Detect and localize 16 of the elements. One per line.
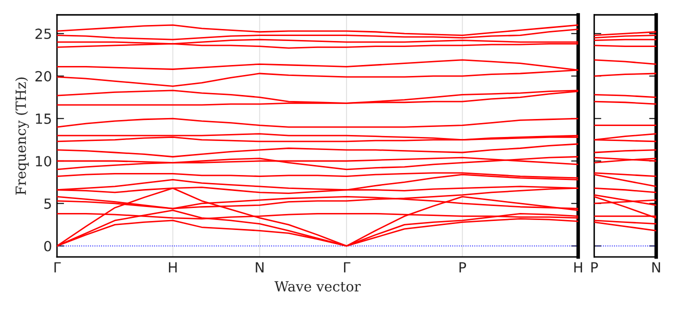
y-tick-label: 5: [44, 198, 51, 209]
y-tick-label: 25: [35, 28, 51, 40]
y-tick-label: 20: [35, 71, 52, 82]
x-tick-label: Γ: [344, 262, 350, 272]
x-tick-label: Γ: [54, 262, 61, 272]
y-axis-title: Frequency (THz): [15, 78, 29, 195]
x-tick-label: N: [652, 262, 660, 272]
x-tick-label: P: [460, 262, 466, 272]
x-axis-title: Wave vector: [274, 281, 361, 292]
y-tick-label: 15: [36, 114, 51, 124]
x-tick-label: H: [168, 262, 177, 272]
x-tick-label: N: [256, 262, 264, 272]
x-tick-label: H: [574, 262, 582, 272]
y-tick-label: 10: [36, 156, 52, 166]
y-tick-label: 0: [44, 240, 52, 252]
x-tick-label: P: [591, 262, 598, 272]
